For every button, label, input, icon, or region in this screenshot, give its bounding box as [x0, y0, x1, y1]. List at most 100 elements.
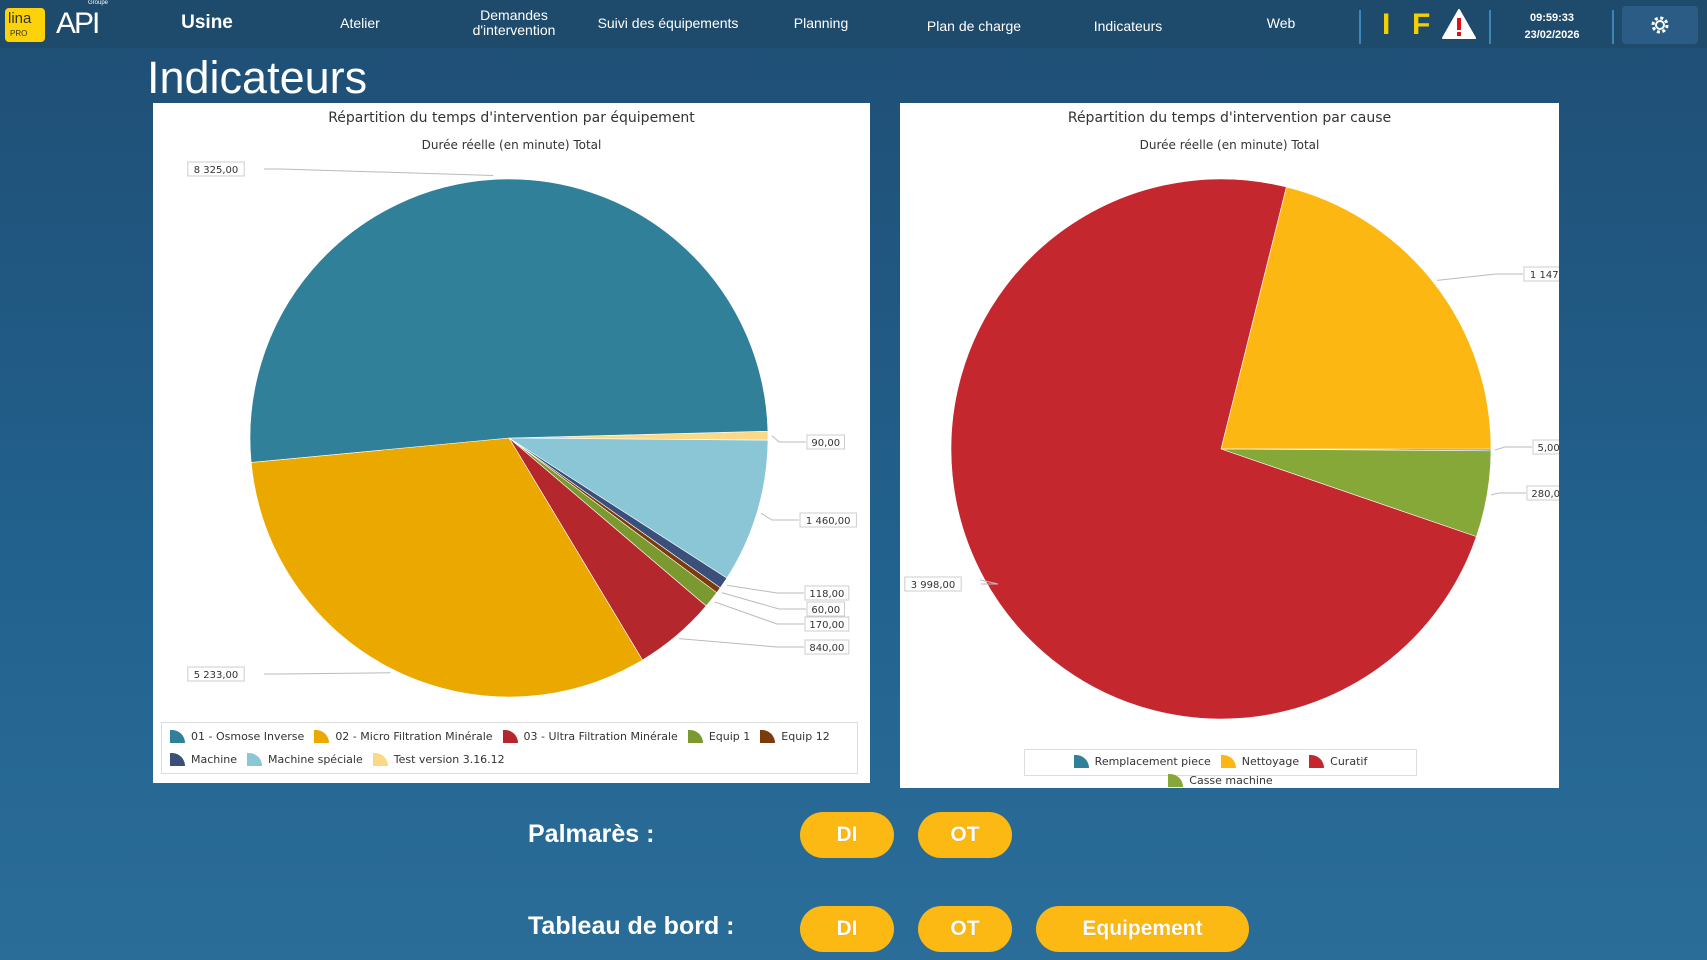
legend-swatch-icon: [760, 730, 776, 743]
logo-lina-text: lina: [8, 10, 32, 27]
leader-line: [714, 601, 804, 625]
pie-slice-0[interactable]: [249, 178, 769, 463]
legend-swatch-icon: [247, 753, 263, 766]
legend-item[interactable]: Equip 12: [760, 728, 830, 745]
palmares-di-button[interactable]: DI: [800, 812, 894, 858]
nav-planning[interactable]: Planning: [793, 14, 849, 31]
data-label-box: [187, 161, 245, 177]
pie-slice-2[interactable]: [950, 178, 1477, 720]
legend-item[interactable]: Remplacement piece: [1073, 753, 1211, 770]
chart-panel-equipement: Répartition du temps d'intervention par …: [153, 103, 870, 783]
data-label: 60,00: [811, 605, 840, 616]
legend-item[interactable]: 03 - Ultra Filtration Minérale: [502, 728, 678, 745]
warning-icon[interactable]: [1442, 9, 1476, 39]
divider: [1489, 10, 1491, 44]
data-label: 5 233,00: [194, 670, 239, 681]
data-label: 1 147,00: [1530, 270, 1559, 281]
legend-label: 01 - Osmose Inverse: [191, 730, 305, 743]
legend-label: 02 - Micro Filtration Minérale: [335, 730, 493, 743]
legend-item[interactable]: Curatif: [1309, 753, 1367, 770]
legend-item[interactable]: 01 - Osmose Inverse: [170, 728, 304, 745]
tableau-di-button[interactable]: DI: [800, 906, 894, 952]
chart-legend: Remplacement piece Nettoyage Curatif Casse …: [1024, 749, 1417, 787]
leader-line: [1436, 273, 1523, 281]
leader-line: [726, 584, 804, 594]
legend-label: Nettoyage: [1241, 755, 1300, 768]
legend-label: Test version 3.16.12: [393, 753, 505, 766]
nav-suivi-equipements[interactable]: Suivi des équipements: [597, 14, 739, 31]
pie-slice-1[interactable]: [1220, 186, 1492, 450]
pie-slice-6[interactable]: [507, 437, 769, 579]
data-label-box: [1526, 485, 1559, 501]
page-title: Indicateurs: [147, 52, 368, 103]
legend-label: Casse machine: [1189, 774, 1273, 787]
legend-label: Curatif: [1330, 755, 1368, 768]
legend-swatch-icon: [1220, 755, 1236, 768]
leader-line: [721, 592, 806, 610]
chart-subtitle: Durée réelle (en minute) Total: [1139, 138, 1320, 152]
legend-label: Remplacement piece: [1094, 755, 1211, 768]
leader-line: [264, 168, 494, 176]
legend-swatch-icon: [687, 730, 703, 743]
legend-label: Equip 1: [708, 730, 751, 743]
tableau-equipement-button[interactable]: Equipement: [1036, 906, 1249, 952]
legend-item[interactable]: 02 - Micro Filtration Minérale: [314, 728, 493, 745]
time: 09:59:33: [1529, 12, 1575, 24]
data-label: 1 460,00: [806, 516, 851, 527]
nav-web[interactable]: Web: [1266, 14, 1296, 31]
legend-item[interactable]: Casse machine: [1168, 772, 1273, 789]
leader-line: [1494, 446, 1532, 451]
settings-button[interactable]: [1622, 6, 1698, 44]
gear-icon: [1651, 16, 1669, 34]
leader-line: [679, 638, 804, 648]
clock: 09:59:33 23/02/2026: [1512, 10, 1592, 44]
legend-label: Machine spéciale: [268, 753, 363, 766]
data-label-box: [806, 434, 845, 450]
leader-line: [771, 435, 806, 443]
chart-subtitle: Durée réelle (en minute) Total: [421, 138, 602, 152]
legend-label: Machine: [191, 753, 238, 766]
nav-indicateurs[interactable]: Indicateurs: [1093, 17, 1163, 34]
legend-swatch-icon: [1073, 755, 1089, 768]
nav-atelier[interactable]: Atelier: [340, 14, 380, 31]
palmares-ot-button[interactable]: OT: [918, 812, 1012, 858]
divider: [1612, 10, 1614, 44]
legend-item[interactable]: Machine: [170, 751, 237, 768]
data-label: 90,00: [811, 438, 840, 449]
data-label-box: [804, 585, 850, 601]
site-usine[interactable]: Usine: [181, 11, 233, 33]
data-label-box: [804, 639, 850, 655]
legend-label: Equip 12: [781, 730, 830, 743]
legend-swatch-icon: [170, 730, 185, 743]
groupe-text: Groupe: [88, 0, 109, 6]
leader-line: [1490, 492, 1526, 496]
data-label-box: [904, 576, 962, 592]
tableau-ot-button[interactable]: OT: [918, 906, 1012, 952]
data-label-box: [1523, 266, 1559, 282]
leader-line: [760, 512, 799, 521]
data-label: 840,00: [809, 643, 844, 654]
data-label: 170,00: [809, 620, 844, 631]
flag-f[interactable]: F: [1412, 8, 1431, 41]
top-nav-bar: lina PRO Groupe API Usine Atelier Demand…: [0, 0, 1707, 48]
legend-item[interactable]: Test version 3.16.12: [372, 751, 505, 768]
data-label-box: [799, 512, 857, 528]
data-label-box: [804, 616, 850, 632]
date: 23/02/2026: [1524, 29, 1580, 41]
legend-item[interactable]: Machine spéciale: [247, 751, 363, 768]
flag-i[interactable]: I: [1382, 8, 1391, 41]
legend-item[interactable]: Equip 1: [687, 728, 751, 745]
legend-item[interactable]: Nettoyage: [1220, 753, 1300, 770]
data-label: 3 998,00: [911, 580, 956, 591]
legend-swatch-icon: [1168, 774, 1184, 787]
pie-slice-1[interactable]: [250, 437, 643, 698]
leader-line: [980, 579, 999, 585]
api-logo: API: [56, 7, 100, 40]
legend-swatch-icon: [1309, 755, 1325, 768]
chart-panel-cause: Répartition du temps d'intervention par …: [900, 103, 1559, 788]
nav-plan-de-charge[interactable]: Plan de charge: [926, 17, 1022, 34]
lina-pro-logo: lina PRO: [5, 8, 45, 42]
data-label: 8 325,00: [194, 165, 239, 176]
logo-pro-text: PRO: [10, 29, 28, 38]
nav-demandes-intervention[interactable]: Demandes d'intervention: [472, 7, 556, 38]
